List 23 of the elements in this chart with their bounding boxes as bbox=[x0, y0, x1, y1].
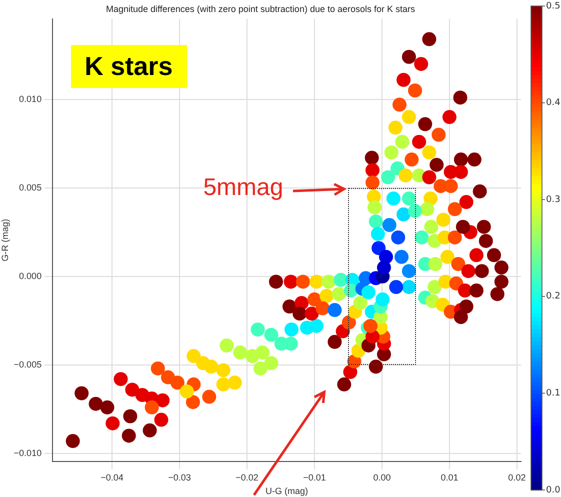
chart-title: Magnitude differences (with zero point subtraction) due to aerosols for K stars bbox=[106, 4, 416, 14]
x-tick-label: −0.03 bbox=[168, 472, 191, 482]
x-tick-label: −0.02 bbox=[236, 472, 258, 482]
x-tick-label: −0.01 bbox=[303, 472, 326, 482]
color-bar-label: 0.2 bbox=[546, 292, 560, 302]
x-tick-label: 0.02 bbox=[508, 472, 526, 482]
color-bar-label: 0.4 bbox=[546, 98, 561, 108]
x-tick-label: −0.04 bbox=[100, 472, 124, 482]
color-bar-label: 0.5 bbox=[546, 1, 560, 12]
annotation: 5mmag bbox=[203, 174, 284, 202]
x-tick-label: 0.01 bbox=[440, 472, 458, 482]
y-axis-title: G-R (mag) bbox=[0, 218, 10, 262]
annotation: K stars bbox=[70, 44, 187, 88]
color-bar-label: 0.3 bbox=[546, 194, 560, 205]
y-tick-label: 0.010 bbox=[19, 94, 42, 104]
color-bar-label: 0.1 bbox=[546, 388, 560, 399]
x-tick-label: 0.00 bbox=[373, 472, 391, 482]
y-tick-label: 0.005 bbox=[19, 182, 42, 192]
y-tick-label: 0.000 bbox=[19, 270, 42, 281]
x-axis-title: U-G (mag) bbox=[266, 486, 308, 496]
y-tick-label: −0.005 bbox=[14, 359, 42, 370]
y-tick-label: −0.010 bbox=[14, 448, 42, 458]
color-bar-label: 0.0 bbox=[546, 485, 561, 496]
